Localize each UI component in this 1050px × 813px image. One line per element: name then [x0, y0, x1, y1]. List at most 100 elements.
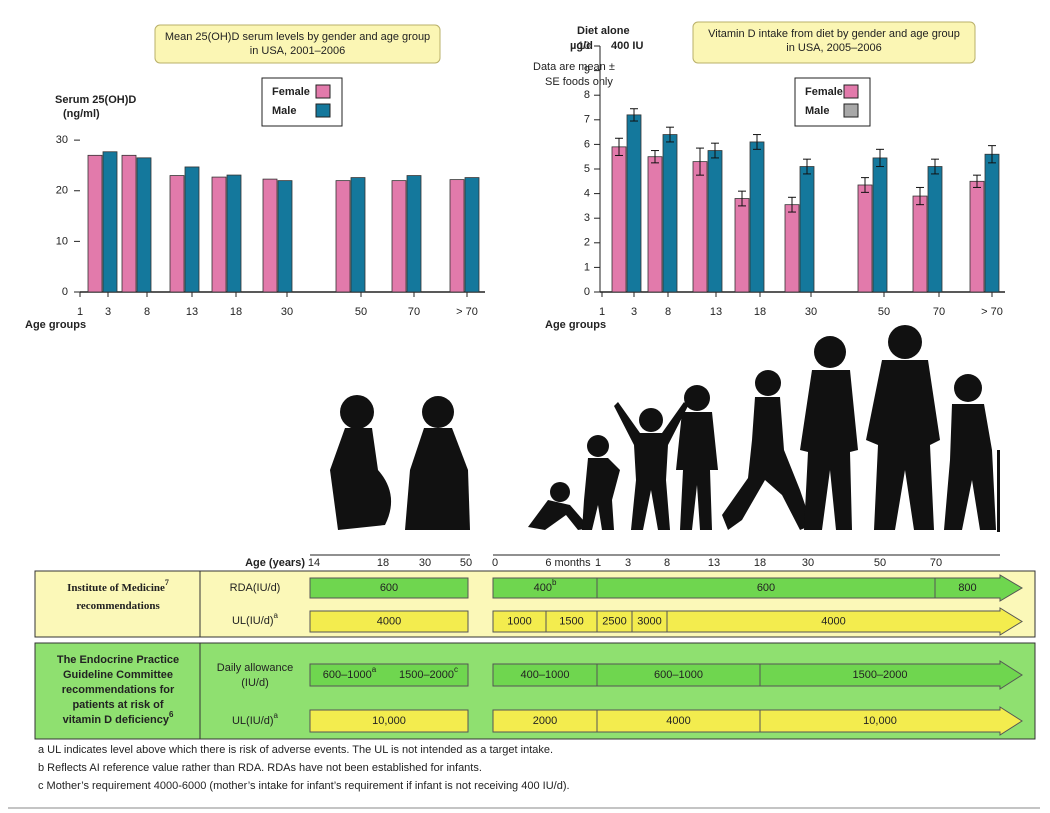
age-tick-label: 6 months — [545, 557, 591, 569]
bar-value-sup: b — [552, 578, 557, 587]
error-bar — [916, 186, 924, 206]
bar-value: 1000 — [507, 615, 531, 627]
error-bar — [788, 196, 796, 213]
age-tick-label: 8 — [664, 557, 670, 569]
y-tick-label: 20 — [56, 185, 68, 197]
y-tick-label: 2 — [584, 237, 590, 249]
bar — [335, 180, 351, 293]
toddler — [582, 435, 620, 530]
row-label-sup: a — [274, 611, 279, 620]
teen-girl — [722, 370, 812, 530]
x-tick-label: 13 — [186, 306, 198, 318]
age-tick-label: 14 — [308, 557, 320, 569]
age-tick-label: 70 — [930, 557, 942, 569]
x-axis-label: Age groups — [25, 319, 86, 331]
section-title-main: The Endocrine Practice — [57, 654, 179, 666]
bar-value: 4000 — [377, 615, 401, 627]
row-label-main: Daily allowance — [217, 662, 293, 674]
footnote: b Reflects AI reference value rather tha… — [38, 762, 482, 774]
bar — [277, 180, 293, 293]
bar-value-main: 2000 — [533, 715, 557, 727]
bar — [799, 166, 815, 293]
error-bar — [738, 190, 746, 207]
row-label: UL(IU/d)a — [232, 711, 279, 727]
error-bar — [711, 142, 719, 159]
bar-value: 1500 — [559, 615, 583, 627]
error-bar — [630, 108, 638, 122]
section-title-main: vitamin D deficiency — [63, 714, 170, 726]
bar-value-sup: c — [454, 665, 458, 674]
row-label: Daily allowance — [217, 662, 293, 674]
y-tick-label: 30 — [56, 134, 68, 146]
right-arrow — [492, 660, 1023, 690]
annotation: Diet alone — [577, 25, 630, 37]
bar-value-main: 1500–2000 — [399, 669, 454, 681]
bar-value: 800 — [958, 582, 976, 594]
x-tick-label: 18 — [754, 306, 766, 318]
bar-value-sup: a — [372, 665, 377, 674]
bar-value: 600 — [380, 582, 398, 594]
bar-value: 4000 — [666, 715, 690, 727]
bar — [872, 157, 888, 293]
legend-swatch — [315, 103, 331, 118]
x-tick-label: 8 — [144, 306, 150, 318]
y-tick-label: 0 — [584, 286, 590, 298]
bar-value-main: 4000 — [377, 615, 401, 627]
x-tick-label: 70 — [408, 306, 420, 318]
x-tick-label: 50 — [355, 306, 367, 318]
footnote: c Mother’s requirement 4000-6000 (mother… — [38, 780, 570, 792]
x-tick-label: > 70 — [981, 306, 1003, 318]
bar-value: 2000 — [533, 715, 557, 727]
legend-box — [794, 77, 871, 127]
right-arrow — [492, 706, 1023, 736]
bar — [662, 134, 678, 293]
bar-value-main: 400–1000 — [521, 669, 570, 681]
y-tick-label: 10 — [56, 235, 68, 247]
y-axis-label: (ng/ml) — [63, 108, 100, 120]
section-title: Institute of Medicine7 — [67, 578, 169, 594]
legend-swatch — [843, 103, 859, 118]
bar-value-main: 3000 — [637, 615, 661, 627]
section-title-main: patients at risk of — [72, 699, 163, 711]
bar-value-main: 600–1000 — [323, 669, 372, 681]
bar-value-main: 600 — [757, 582, 775, 594]
bar — [626, 114, 642, 293]
bar — [136, 157, 152, 293]
y-tick-label: 6 — [584, 138, 590, 150]
adult — [866, 325, 940, 530]
age-tick-label: 50 — [460, 557, 472, 569]
chart-title: Mean 25(OH)D serum levels by gender and … — [165, 31, 430, 43]
error-bar — [988, 145, 996, 164]
y-tick-label: 5 — [584, 163, 590, 175]
x-tick-label: 8 — [665, 306, 671, 318]
bar — [984, 153, 1000, 293]
bar-value-main: 10,000 — [372, 715, 406, 727]
bar-value-main: 1500 — [559, 615, 583, 627]
y-tick-label: 0 — [62, 286, 68, 298]
age-tick-label: 30 — [802, 557, 814, 569]
bar — [969, 180, 985, 293]
title-box — [154, 24, 441, 64]
pregnant-woman — [330, 395, 392, 530]
x-tick-label: 70 — [933, 306, 945, 318]
error-bar — [666, 126, 674, 143]
error-bar — [696, 147, 704, 176]
bar — [449, 179, 465, 293]
section-title: recommendations — [76, 600, 160, 612]
x-tick-label: 18 — [230, 306, 242, 318]
bar — [169, 175, 185, 293]
bar-value: 600–1000 — [654, 669, 703, 681]
x-tick-label: 13 — [710, 306, 722, 318]
x-tick-label: 50 — [878, 306, 890, 318]
section-title: Guideline Committee — [63, 669, 173, 681]
bar — [350, 177, 366, 293]
bar — [406, 175, 422, 293]
bar-value: 400–1000 — [521, 669, 570, 681]
row-label-main: (IU/d) — [241, 677, 269, 689]
bar — [707, 150, 723, 293]
row-label: UL(IU/d)a — [232, 611, 279, 627]
bar-value: 1500–2000 — [852, 669, 907, 681]
section-title-sup: 6 — [169, 710, 174, 719]
section-title-sup: 7 — [165, 578, 169, 587]
